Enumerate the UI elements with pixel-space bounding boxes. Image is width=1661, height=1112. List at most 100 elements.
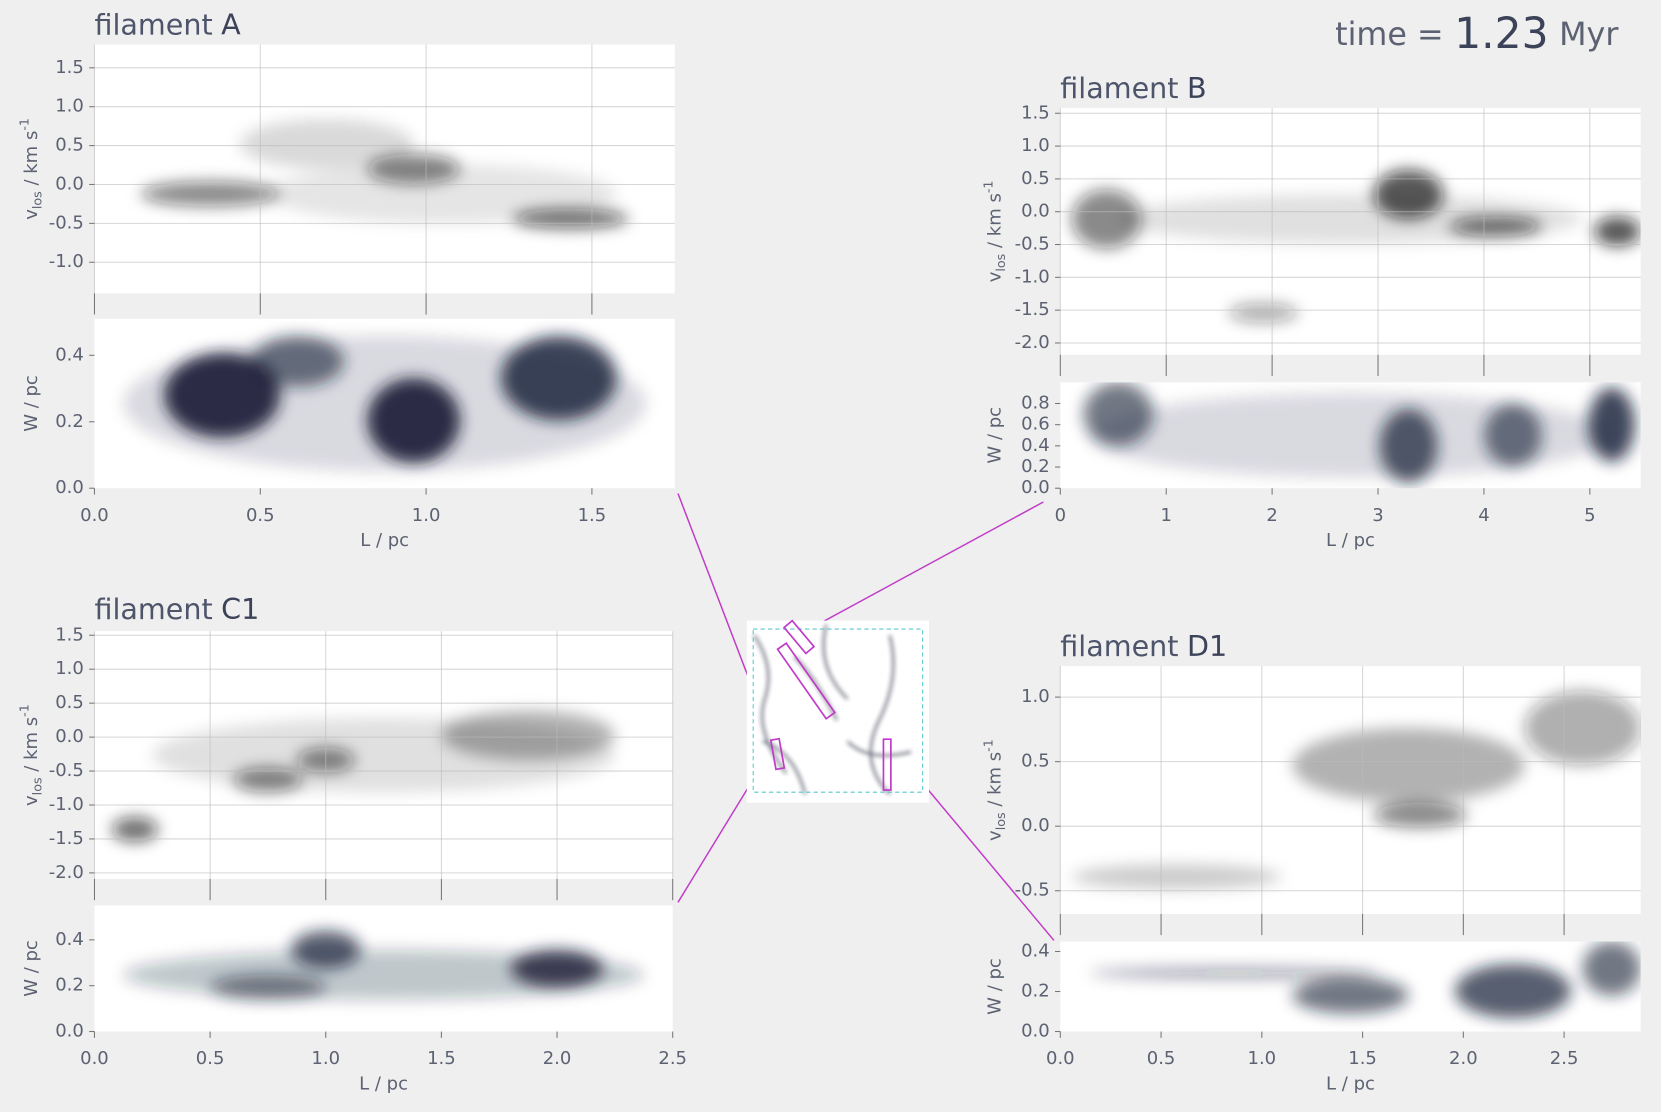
x-axis-label: L / pc <box>360 530 409 551</box>
y-tick-label: 1.0 <box>1021 135 1050 156</box>
y-tick-label: 0.0 <box>1021 477 1050 498</box>
chart-title: filament C1 <box>94 592 259 626</box>
label-sup: -1 <box>16 118 31 131</box>
x-axis-label: L / pc <box>1326 1073 1375 1094</box>
time-unit: Myr <box>1559 17 1619 53</box>
y-tick-label: 0.5 <box>55 135 84 156</box>
y-tick-label: 0.5 <box>1021 751 1050 772</box>
density-blob <box>152 717 615 793</box>
density-blob <box>140 181 281 207</box>
y-tick-label: 1.0 <box>55 658 84 679</box>
title-name: B <box>1187 71 1207 105</box>
y-tick-label: -1.5 <box>49 828 84 849</box>
time-label: time = <box>1335 17 1443 53</box>
y-tick-label: -0.5 <box>49 760 84 781</box>
x-axis-label: L / pc <box>359 1073 408 1094</box>
inset-map <box>746 619 929 803</box>
density-image <box>123 335 646 472</box>
title-prefix: filament <box>94 592 212 626</box>
label-rest: / km s <box>985 752 1006 813</box>
density-image <box>1089 941 1641 1019</box>
y-tick-label: -1.0 <box>49 794 84 815</box>
density-blob <box>268 163 617 224</box>
y-tick-label: 0.4 <box>55 929 84 950</box>
x-tick-label: 0.0 <box>80 505 109 526</box>
label-main: W / pc <box>21 940 42 997</box>
y-tick-label: 0.4 <box>55 344 84 365</box>
y-tick-label: 0.2 <box>55 411 84 432</box>
title-prefix: filament <box>1060 629 1178 663</box>
title-name: C1 <box>221 592 259 626</box>
x-tick-label: 2.5 <box>1550 1048 1579 1069</box>
y-tick-label: -2.0 <box>49 862 84 883</box>
density-blob <box>239 119 414 169</box>
y-tick-label: -1.5 <box>1015 299 1050 320</box>
x-tick-label: 1 <box>1160 505 1171 526</box>
x-tick-label: 0.5 <box>1147 1048 1176 1069</box>
label-rest: / km s <box>21 131 42 192</box>
title-prefix: filament <box>1060 71 1178 105</box>
y-tick-label: -1.0 <box>1015 266 1050 287</box>
label-main: v <box>985 830 1006 841</box>
title-name: A <box>221 7 241 41</box>
density-blob <box>1582 941 1641 996</box>
title-name: D1 <box>1187 629 1227 663</box>
density-image <box>1083 382 1635 483</box>
y-tick-label: 0.4 <box>1021 940 1050 961</box>
chart-title: filament B <box>1060 71 1206 105</box>
filament-chart: filament A 1.5 1.0 0.5 0.0 -0.5 -1.0 vlos / km s… <box>16 7 675 551</box>
label-sub: los <box>993 812 1008 830</box>
filament-chart: filament D1 1.0 0.5 0.0 -0.5 vlos / km s-1 0.0 0… <box>980 629 1641 1094</box>
density-blob <box>111 817 159 842</box>
density-blob <box>1118 194 1583 244</box>
x-tick-label: 1.0 <box>311 1048 340 1069</box>
filament-chart: filament B 1.5 1.0 0.5 0.0 -0.5 -1.0 -1.5 -2.0 vlo… <box>980 71 1641 551</box>
y-axis-label: W / pc <box>21 940 42 997</box>
label-rest: / km s <box>21 717 42 778</box>
y-tick-label: 0.0 <box>55 726 84 747</box>
x-tick-label: 0.0 <box>1046 1048 1075 1069</box>
chart-title: filament A <box>94 7 241 41</box>
y-tick-label: -0.5 <box>1015 880 1050 901</box>
time-annotation: time = 1.23 Myr <box>1335 9 1619 58</box>
density-blob <box>1089 392 1612 478</box>
density-blob <box>1228 302 1299 323</box>
x-tick-label: 2.0 <box>1449 1048 1478 1069</box>
y-tick-label: 0.0 <box>55 173 84 194</box>
y-tick-label: 1.5 <box>55 57 84 78</box>
x-tick-label: 1.5 <box>578 505 607 526</box>
density-blob <box>1292 977 1409 1014</box>
x-axis-label: L / pc <box>1326 530 1375 551</box>
density-blob <box>123 335 646 472</box>
y-tick-label: 1.0 <box>55 96 84 117</box>
label-sub: los <box>29 191 44 209</box>
label-rest: / km s <box>985 193 1006 254</box>
y-tick-label: 0.2 <box>55 975 84 996</box>
density-blob <box>1454 963 1572 1019</box>
y-tick-label: 0.2 <box>1021 981 1050 1002</box>
label-main: W / pc <box>985 958 1006 1015</box>
label-main: v <box>985 271 1006 282</box>
x-tick-label: 1.5 <box>427 1048 456 1069</box>
density-image <box>1071 690 1641 890</box>
density-blob <box>123 949 644 1001</box>
density-image <box>111 710 615 842</box>
x-tick-label: 0.5 <box>196 1048 225 1069</box>
y-tick-label: 0.0 <box>1021 201 1050 222</box>
chart-title: filament D1 <box>1060 629 1227 663</box>
label-main: W / pc <box>21 375 42 432</box>
y-tick-label: -0.5 <box>49 212 84 233</box>
density-blob <box>1089 967 1380 979</box>
y-tick-label: 1.5 <box>55 624 84 645</box>
y-tick-label: 0.0 <box>55 477 84 498</box>
density-blob <box>1524 690 1641 766</box>
filament-chart: filament C1 1.5 1.0 0.5 0.0 -0.5 -1.0 -1.5 -2.0 vl… <box>16 592 687 1094</box>
density-blob <box>1594 216 1641 247</box>
x-tick-label: 3 <box>1372 505 1383 526</box>
density-image <box>1071 169 1641 323</box>
y-tick-label: 0.2 <box>1021 456 1050 477</box>
density-blob <box>1292 728 1525 803</box>
x-tick-label: 0.0 <box>80 1048 109 1069</box>
y-tick-label: 1.5 <box>1021 102 1050 123</box>
